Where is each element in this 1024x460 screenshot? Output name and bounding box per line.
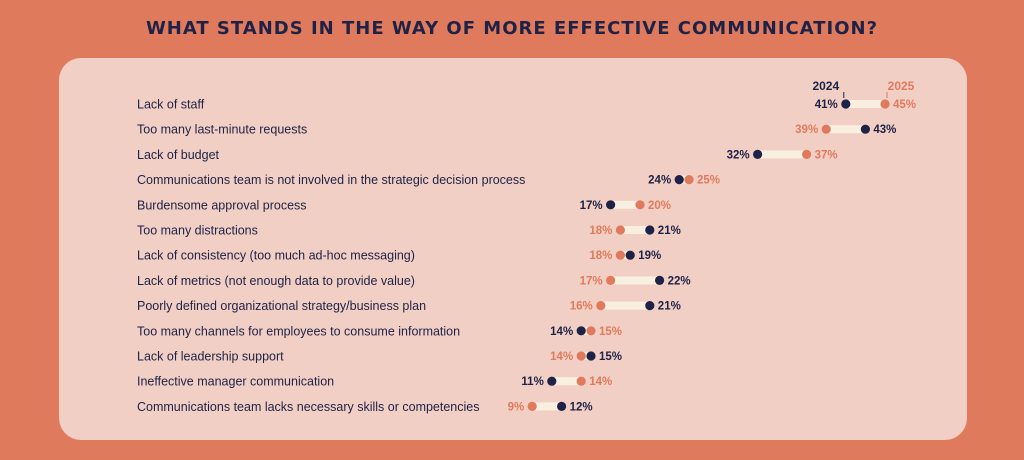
point-2025 bbox=[635, 200, 645, 210]
data-label: 15% bbox=[599, 326, 622, 338]
dumbbell-bar bbox=[826, 125, 866, 134]
dumbbell-bar bbox=[757, 150, 807, 159]
legend-2024: 2024 bbox=[812, 79, 839, 93]
point-2024 bbox=[860, 124, 871, 134]
data-label: 17% bbox=[580, 200, 603, 212]
data-label: 22% bbox=[668, 275, 691, 287]
dumbbell-bar bbox=[620, 251, 631, 260]
point-2025 bbox=[606, 275, 616, 285]
category-label: Communications team lacks necessary skil… bbox=[137, 400, 480, 414]
point-2024 bbox=[576, 326, 586, 336]
point-2025 bbox=[880, 99, 890, 109]
point-2025 bbox=[586, 326, 596, 336]
data-label: 17% bbox=[580, 275, 603, 287]
point-2024 bbox=[655, 275, 665, 285]
point-2024 bbox=[841, 99, 851, 109]
data-label: 21% bbox=[658, 301, 681, 313]
point-2024 bbox=[606, 200, 616, 210]
point-2025 bbox=[802, 149, 812, 159]
data-label: 18% bbox=[589, 225, 612, 237]
data-label: 9% bbox=[508, 401, 525, 413]
category-label: Lack of budget bbox=[137, 148, 220, 162]
point-2025 bbox=[596, 301, 606, 311]
category-label: Too many last-minute requests bbox=[137, 123, 307, 137]
category-label: Lack of leadership support bbox=[137, 350, 284, 364]
category-label: Too many distractions bbox=[137, 224, 258, 238]
point-2025 bbox=[615, 250, 626, 260]
data-label: 43% bbox=[873, 124, 896, 136]
point-2024 bbox=[547, 376, 557, 386]
point-2024 bbox=[557, 401, 567, 411]
dumbbell-bar bbox=[581, 326, 591, 335]
chart-title: WHAT STANDS IN THE WAY OF MORE EFFECTIVE… bbox=[145, 18, 879, 39]
data-label: 21% bbox=[658, 225, 681, 237]
data-label: 24% bbox=[648, 175, 671, 187]
data-label: 14% bbox=[589, 376, 612, 388]
data-label: 41% bbox=[815, 99, 838, 111]
data-label: 19% bbox=[638, 250, 661, 262]
dumbbell-bar bbox=[551, 377, 582, 386]
category-label: Lack of metrics (not enough data to prov… bbox=[137, 274, 415, 288]
data-label: 32% bbox=[727, 149, 750, 161]
category-label: Burdensome approval process bbox=[137, 198, 307, 212]
dumbbell-bar bbox=[679, 175, 689, 184]
data-label: 45% bbox=[893, 99, 916, 111]
data-label: 14% bbox=[550, 351, 573, 363]
dumbbell-bar bbox=[600, 301, 650, 310]
point-2025 bbox=[576, 376, 586, 386]
point-2024 bbox=[753, 149, 763, 159]
dumbbell-bar bbox=[532, 402, 562, 411]
point-2025 bbox=[821, 124, 831, 134]
data-label: 11% bbox=[521, 376, 543, 388]
point-2024 bbox=[645, 225, 655, 235]
dumbbell-bar bbox=[620, 226, 650, 234]
point-2024 bbox=[674, 175, 684, 185]
data-label: 37% bbox=[815, 149, 838, 161]
legend-2025: 2025 bbox=[888, 79, 915, 93]
category-label: Ineffective manager communication bbox=[137, 375, 334, 389]
point-2024 bbox=[586, 351, 596, 361]
category-label: Too many channels for employees to consu… bbox=[137, 324, 460, 338]
dumbbell-bar bbox=[610, 276, 660, 285]
data-label: 12% bbox=[570, 401, 593, 413]
data-label: 15% bbox=[599, 351, 622, 363]
dumbbell-bar bbox=[581, 352, 591, 360]
chart-panel bbox=[59, 58, 967, 440]
dumbbell-bar bbox=[845, 100, 885, 108]
point-2024 bbox=[645, 301, 655, 311]
point-2025 bbox=[615, 225, 626, 235]
data-label: 25% bbox=[697, 175, 720, 187]
data-label: 39% bbox=[795, 124, 818, 136]
category-label: Lack of consistency (too much ad-hoc mes… bbox=[137, 249, 415, 263]
data-label: 14% bbox=[550, 326, 573, 338]
point-2025 bbox=[576, 351, 586, 361]
category-label: Communications team is not involved in t… bbox=[137, 173, 525, 187]
point-2025 bbox=[684, 175, 694, 185]
data-label: 20% bbox=[648, 200, 671, 212]
point-2025 bbox=[527, 401, 537, 411]
data-label: 18% bbox=[589, 250, 612, 262]
category-label: Lack of staff bbox=[137, 98, 205, 112]
point-2024 bbox=[625, 250, 635, 260]
dumbbell-bar bbox=[610, 200, 640, 209]
data-label: 16% bbox=[570, 301, 593, 313]
category-label: Poorly defined organizational strategy/b… bbox=[137, 299, 426, 313]
